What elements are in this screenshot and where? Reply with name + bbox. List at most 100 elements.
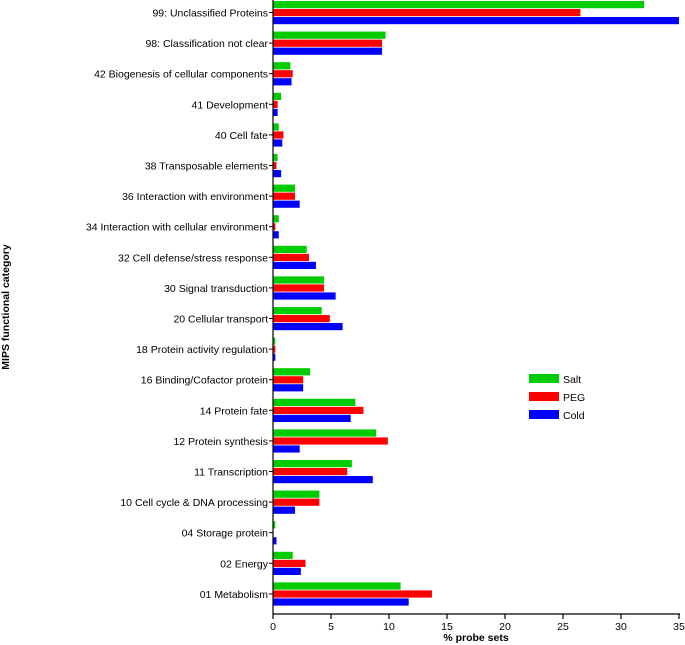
bar-cold-32-cell-defense-stress-response — [273, 261, 316, 269]
x-tick-label-25: 25 — [557, 621, 569, 633]
category-label-12-protein-synthesis: 12 Protein synthesis — [173, 436, 268, 448]
bar-salt-14-protein-fate — [273, 398, 356, 406]
category-label-02-energy: 02 Energy — [220, 558, 269, 570]
bar-salt-18-protein-activity-regulation — [273, 337, 276, 345]
bar-peg-01-metabolism — [273, 590, 432, 598]
category-label-18-protein-activity-regulation: 18 Protein activity regulation — [136, 344, 268, 356]
category-label-14-protein-fate: 14 Protein fate — [200, 405, 268, 417]
bar-cold-11-transcription — [273, 476, 373, 484]
bar-salt-11-transcription — [273, 460, 352, 468]
x-tick-label-10: 10 — [383, 621, 395, 633]
bar-peg-20-cellular-transport — [273, 315, 330, 323]
bar-peg-36-interaction-with-environment — [273, 192, 296, 200]
category-label-16-binding-cofactor-protein: 16 Binding/Cofactor protein — [141, 375, 268, 387]
bar-cold-14-protein-fate — [273, 414, 351, 422]
category-labels: 99: Unclassified Proteins 98: Classificat… — [86, 8, 273, 601]
bar-salt-36-interaction-with-environment — [273, 184, 296, 192]
category-label-99-unclassified-proteins: 99: Unclassified Proteins — [152, 8, 268, 20]
bar-cold-98-classification-not-clear — [273, 47, 383, 55]
bar-cold-02-energy — [273, 567, 301, 575]
bar-cold-20-cellular-transport — [273, 323, 343, 331]
bar-peg-34-interaction-with-cellular-environment — [273, 223, 276, 231]
category-label-20-cellular-transport: 20 Cellular transport — [173, 314, 268, 326]
category-label-10-cell-cycle-dna-processing: 10 Cell cycle & DNA processing — [120, 497, 268, 509]
bar-peg-30-signal-transduction — [273, 284, 325, 292]
legend-label-cold: Cold — [563, 410, 585, 422]
category-label-42-biogenesis-of-cellular-components: 42 Biogenesis of cellular components — [94, 69, 268, 81]
bar-peg-11-transcription — [273, 468, 348, 476]
x-axis-ticks: 0 5 10 15 20 25 30 35 — [270, 614, 685, 633]
category-label-41-development: 41 Development — [192, 99, 269, 111]
bar-cold-30-signal-transduction — [273, 292, 336, 300]
legend-label-peg: PEG — [563, 392, 585, 404]
bar-cold-36-interaction-with-environment — [273, 200, 300, 208]
x-tick-label-30: 30 — [615, 621, 627, 633]
bar-peg-16-binding-cofactor-protein — [273, 376, 304, 384]
bar-peg-42-biogenesis-of-cellular-components — [273, 70, 293, 78]
x-tick-label-0: 0 — [270, 621, 276, 633]
bar-cold-40-cell-fate — [273, 139, 283, 147]
category-label-01-metabolism: 01 Metabolism — [200, 589, 269, 601]
bar-cold-42-biogenesis-of-cellular-components — [273, 78, 292, 86]
category-label-32-cell-defense-stress-response: 32 Cell defense/stress response — [118, 252, 268, 264]
bar-salt-02-energy — [273, 551, 293, 559]
bar-salt-99-unclassified-proteins — [273, 1, 645, 9]
legend-swatch-salt — [529, 374, 559, 383]
bar-salt-20-cellular-transport — [273, 307, 322, 315]
category-label-98-classification-not-clear: 98: Classification not clear — [145, 38, 268, 50]
y-axis-title: MIPS functional category — [0, 244, 12, 370]
bar-peg-41-development — [273, 100, 278, 108]
bar-salt-41-development — [273, 92, 282, 100]
category-label-38-transposable-elements: 38 Transposable elements — [145, 161, 268, 173]
legend-swatch-cold — [529, 410, 559, 419]
category-label-40-cell-fate: 40 Cell fate — [215, 130, 268, 142]
bar-salt-40-cell-fate — [273, 123, 279, 131]
x-axis-title: % probe sets — [443, 632, 509, 644]
bar-cold-12-protein-synthesis — [273, 445, 300, 453]
bar-salt-38-transposable-elements — [273, 154, 278, 162]
bar-cold-01-metabolism — [273, 598, 409, 606]
bar-peg-10-cell-cycle-dna-processing — [273, 498, 320, 506]
bar-peg-98-classification-not-clear — [273, 39, 383, 47]
category-label-36-interaction-with-environment: 36 Interaction with environment — [122, 191, 268, 203]
bar-peg-14-protein-fate — [273, 406, 364, 414]
bar-cold-04-storage-protein — [273, 537, 277, 545]
bar-peg-32-cell-defense-stress-response — [273, 253, 309, 261]
bar-salt-01-metabolism — [273, 582, 401, 590]
bar-peg-18-protein-activity-regulation — [273, 345, 276, 353]
x-tick-label-35: 35 — [673, 621, 685, 633]
category-label-30-signal-transduction: 30 Signal transduction — [164, 283, 268, 295]
bar-cold-18-protein-activity-regulation — [273, 353, 276, 361]
legend: Salt PEG Cold — [529, 374, 585, 422]
x-tick-label-5: 5 — [328, 621, 334, 633]
category-label-11-transcription: 11 Transcription — [194, 467, 268, 479]
category-label-04-storage-protein: 04 Storage protein — [182, 528, 269, 540]
legend-label-salt: Salt — [563, 374, 581, 386]
category-label-34-interaction-with-cellular-environment: 34 Interaction with cellular environment — [86, 222, 268, 234]
bar-cold-34-interaction-with-cellular-environment — [273, 231, 279, 239]
bar-peg-40-cell-fate — [273, 131, 284, 139]
bar-salt-42-biogenesis-of-cellular-components — [273, 62, 291, 70]
bars-layer — [273, 1, 679, 606]
bar-salt-30-signal-transduction — [273, 276, 325, 284]
x-tick-label-20: 20 — [499, 621, 511, 633]
x-tick-label-15: 15 — [441, 621, 453, 633]
bar-salt-98-classification-not-clear — [273, 31, 386, 39]
bar-cold-10-cell-cycle-dna-processing — [273, 506, 296, 514]
bar-salt-34-interaction-with-cellular-environment — [273, 215, 279, 223]
bar-salt-10-cell-cycle-dna-processing — [273, 490, 320, 498]
bar-peg-38-transposable-elements — [273, 162, 277, 170]
bar-salt-04-storage-protein — [273, 521, 276, 529]
bar-peg-12-protein-synthesis — [273, 437, 388, 445]
legend-swatch-peg — [529, 392, 559, 401]
bar-salt-12-protein-synthesis — [273, 429, 377, 437]
bar-cold-99-unclassified-proteins — [273, 17, 679, 25]
bar-salt-16-binding-cofactor-protein — [273, 368, 311, 376]
bar-cold-38-transposable-elements — [273, 170, 282, 178]
bar-cold-16-binding-cofactor-protein — [273, 384, 304, 392]
bar-salt-32-cell-defense-stress-response — [273, 245, 307, 253]
bar-peg-02-energy — [273, 559, 306, 567]
bar-peg-99-unclassified-proteins — [273, 9, 581, 17]
bar-cold-41-development — [273, 108, 278, 116]
